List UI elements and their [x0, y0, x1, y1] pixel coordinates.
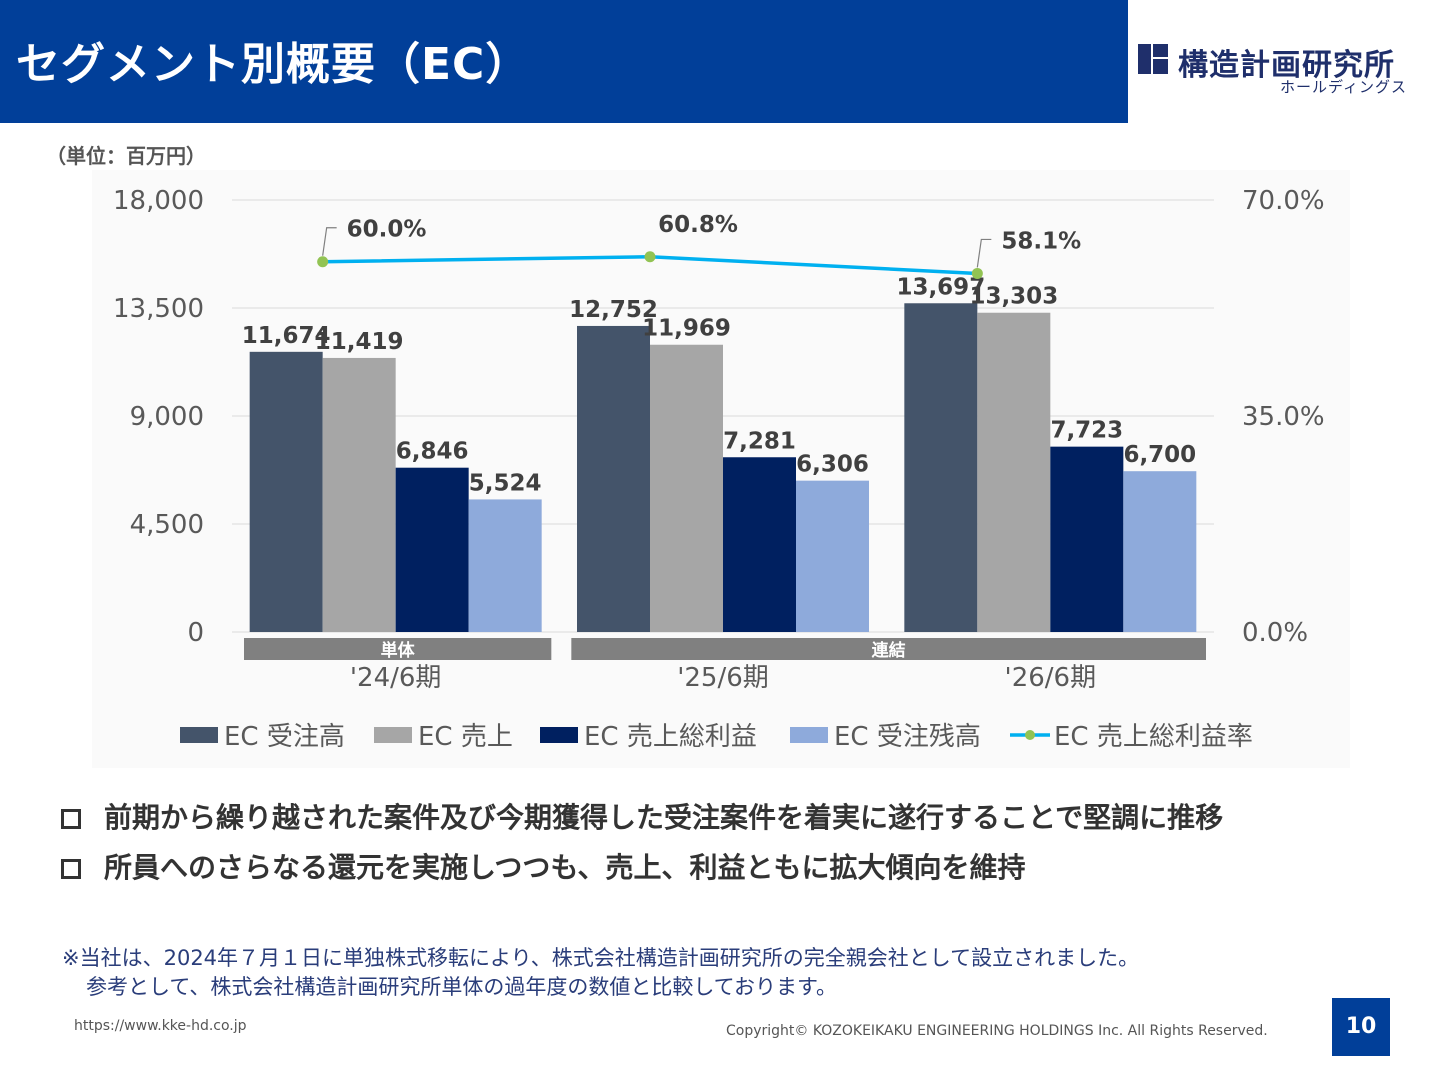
label-leader-line — [322, 227, 337, 256]
copyright-text: Copyright© KOZOKEIKAKU ENGINEERING HOLDI… — [726, 1023, 1268, 1039]
margin-marker — [317, 256, 329, 268]
bar-value-label: 5,524 — [469, 470, 542, 496]
bullet-list: 前期から繰り越された案件及び今期獲得した受注案件を着実に遂行することで堅調に推移… — [58, 796, 1223, 896]
logo-subtitle: ホールディングス — [1280, 78, 1407, 96]
legend-label: EC 売上総利益率 — [1054, 722, 1253, 752]
y2-tick-label: 70.0% — [1242, 186, 1325, 216]
bar — [1123, 471, 1197, 632]
bar — [577, 325, 650, 632]
y-tick-label: 13,500 — [113, 294, 204, 324]
chart-panel: 0 4,500 9,000 13,500 18,000 0.0% 35.0% 70.0% 11,… — [92, 170, 1350, 768]
group-band — [244, 638, 552, 660]
y-tick-label: 9,000 — [130, 402, 204, 432]
logo-name: 構造計画研究所 — [1178, 48, 1395, 83]
bar-value-label: 13,697 — [896, 274, 985, 300]
label-leader-line — [976, 238, 992, 268]
bar — [650, 344, 723, 632]
legend-swatch — [180, 727, 218, 743]
legend-swatch — [790, 727, 828, 743]
bullet-item: 前期から繰り越された案件及び今期獲得した受注案件を着実に遂行することで堅調に推移 — [58, 796, 1223, 846]
legend-label: EC 売上 — [418, 722, 513, 752]
bar-value-label: 11,674 — [242, 323, 331, 349]
bar — [249, 351, 323, 632]
group-label: 単体 — [381, 640, 416, 661]
y2-tick-label: 35.0% — [1242, 402, 1325, 432]
bar — [723, 457, 796, 632]
x-tick-label: '26/6期 — [1005, 663, 1097, 693]
margin-value-label: 60.8% — [658, 212, 738, 238]
bar — [977, 312, 1051, 632]
bar-value-label: 6,846 — [396, 439, 469, 465]
x-tick-label: '24/6期 — [350, 663, 442, 693]
x-tick-label: '25/6期 — [677, 663, 769, 693]
legend-swatch — [540, 727, 578, 743]
y-tick-label: 4,500 — [130, 510, 204, 540]
bullet-item: 所員へのさらなる還元を実施しつつも、売上、利益ともに拡大傾向を維持 — [58, 846, 1223, 896]
square-bullet-icon — [61, 809, 81, 829]
margin-value-label: 60.0% — [347, 217, 427, 243]
unit-label: （単位：百万円） — [46, 144, 206, 168]
legend-label: EC 受注残高 — [834, 722, 981, 752]
bar-value-label: 11,969 — [642, 316, 731, 342]
y-tick-label: 18,000 — [113, 186, 204, 216]
y-tick-label: 0 — [187, 618, 204, 648]
bullet-text: 所員へのさらなる還元を実施しつつも、売上、利益ともに拡大傾向を維持 — [104, 851, 1026, 884]
bar-value-label: 6,306 — [796, 452, 869, 478]
logo-mark-icon — [1138, 44, 1168, 74]
group-label: 連結 — [872, 640, 906, 661]
legend-label: EC 売上総利益 — [584, 722, 757, 752]
footnote-line: 参考として、株式会社構造計画研究所単体の過年度の数値と比較しております。 — [86, 975, 837, 999]
bar-value-label: 12,752 — [569, 297, 658, 323]
square-bullet-icon — [61, 859, 81, 879]
bar — [904, 303, 978, 632]
bar-value-label: 7,281 — [723, 428, 796, 454]
title-banner: セグメント別概要（EC） — [0, 0, 1128, 123]
page-title: セグメント別概要（EC） — [16, 39, 531, 90]
website-url: https://www.kke-hd.co.jp — [74, 1018, 247, 1034]
footnote-line: ※当社は、2024年７月１日に単独株式移転により、株式会社構造計画研究所の完全親… — [62, 946, 1140, 970]
bar-value-label: 11,419 — [315, 329, 404, 355]
bar — [468, 499, 542, 632]
group-band — [571, 638, 1206, 660]
page-number: 10 — [1332, 998, 1390, 1056]
y2-tick-label: 0.0% — [1242, 618, 1308, 648]
legend-swatch — [374, 727, 412, 743]
margin-marker — [971, 267, 983, 279]
bar-value-label: 13,303 — [969, 284, 1058, 310]
margin-value-label: 58.1% — [1001, 228, 1081, 254]
legend-swatch-marker — [1025, 730, 1035, 740]
margin-marker — [644, 251, 656, 263]
legend-label: EC 受注高 — [224, 722, 345, 752]
footnote: ※当社は、2024年７月１日に単独株式移転により、株式会社構造計画研究所の完全親… — [62, 944, 1139, 1002]
ec-segment-chart: 0 4,500 9,000 13,500 18,000 0.0% 35.0% 70.0% 11,… — [113, 186, 1325, 752]
bar — [322, 357, 396, 632]
bar — [395, 467, 469, 632]
bar — [796, 480, 869, 632]
bar — [1050, 446, 1124, 632]
bar-value-label: 7,723 — [1050, 418, 1123, 444]
company-logo: 構造計画研究所 ホールディングス — [1136, 40, 1426, 100]
bar-value-label: 6,700 — [1123, 442, 1196, 468]
bullet-text: 前期から繰り越された案件及び今期獲得した受注案件を着実に遂行することで堅調に推移 — [104, 801, 1224, 834]
